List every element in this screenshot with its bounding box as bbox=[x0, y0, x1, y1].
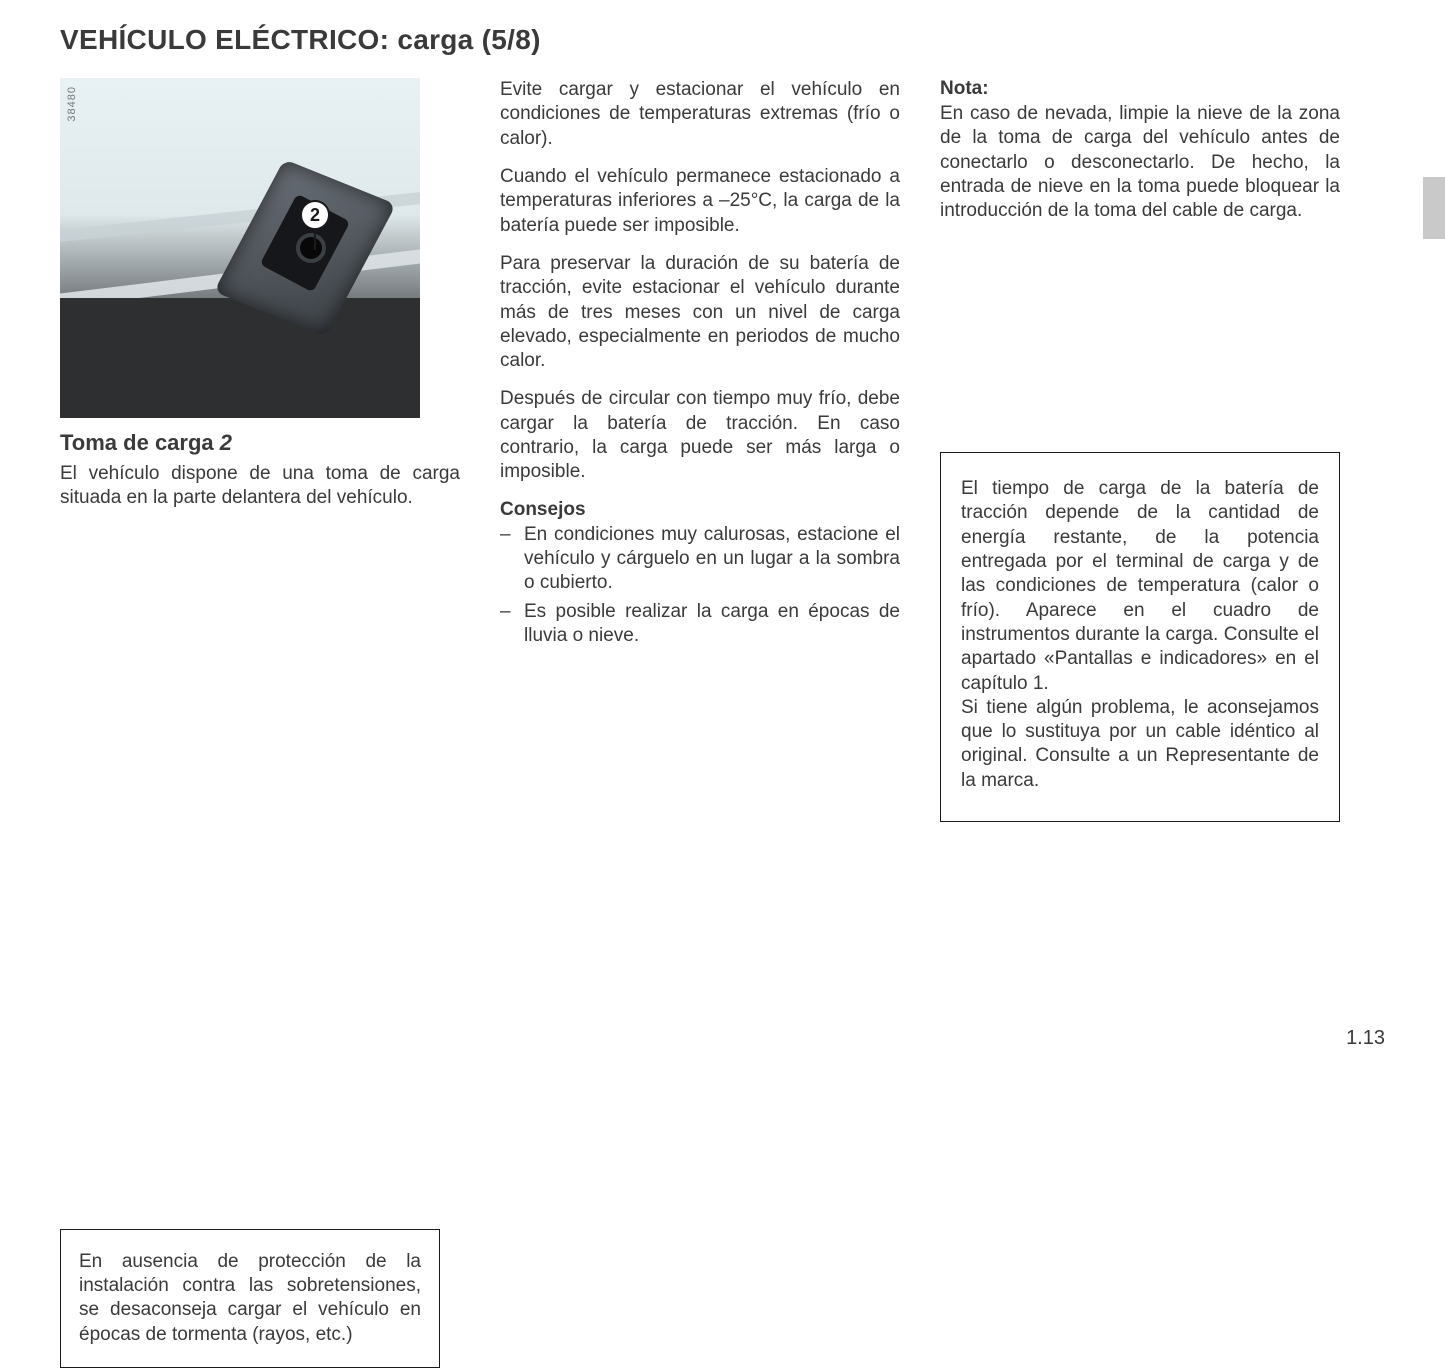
tips-list: En condiciones muy calurosas, estacione … bbox=[500, 523, 900, 649]
col2-p2: Cuando el vehículo permanece estacionado… bbox=[500, 165, 900, 238]
info-box-charging-time: El tiempo de carga de la batería de trac… bbox=[940, 452, 1340, 822]
col2-p4: Después de circular con tiempo muy frío,… bbox=[500, 387, 900, 484]
warning-box-text: En ausencia de protección de la instalac… bbox=[79, 1251, 421, 1345]
info-box-p1: El tiempo de carga de la batería de trac… bbox=[961, 478, 1319, 694]
info-box-p2: Si tiene algún problema, le aconsejamos … bbox=[961, 697, 1319, 791]
col2-p3: Para preservar la duración de su batería… bbox=[500, 252, 900, 374]
heading-text: Toma de carga bbox=[60, 430, 220, 455]
page-number: 1.13 bbox=[1346, 1027, 1385, 1050]
tip-item: En condiciones muy calurosas, estacione … bbox=[500, 523, 900, 596]
note-heading: Nota: bbox=[940, 78, 1340, 100]
intro-paragraph: El vehículo dispone de una toma de carga… bbox=[60, 462, 460, 511]
content-columns: 38480 2 Toma de carga 2 El vehículo disp… bbox=[60, 78, 1385, 918]
column-left: 38480 2 Toma de carga 2 El vehículo disp… bbox=[60, 78, 460, 918]
section-heading-toma: Toma de carga 2 bbox=[60, 430, 460, 456]
tips-heading: Consejos bbox=[500, 499, 900, 521]
document-page: VEHÍCULO ELÉCTRICO: carga (5/8) 38480 2 … bbox=[0, 0, 1445, 918]
column-middle: Evite cargar y estacionar el vehículo en… bbox=[500, 78, 900, 918]
figure-image-id: 38480 bbox=[66, 86, 78, 122]
warning-box-storm: En ausencia de protección de la instalac… bbox=[60, 1229, 440, 1368]
page-title: VEHÍCULO ELÉCTRICO: carga (5/8) bbox=[60, 24, 1385, 56]
note-body: En caso de nevada, limpie la nieve de la… bbox=[940, 102, 1340, 224]
tip-item: Es posible realizar la carga en épocas d… bbox=[500, 600, 900, 649]
section-tab-marker bbox=[1423, 177, 1445, 239]
heading-ref-number: 2 bbox=[220, 430, 232, 455]
charging-port-figure: 38480 2 bbox=[60, 78, 420, 418]
column-right: Nota: En caso de nevada, limpie la nieve… bbox=[940, 78, 1340, 918]
col2-p1: Evite cargar y estacionar el vehículo en… bbox=[500, 78, 900, 151]
figure-callout-2: 2 bbox=[300, 200, 330, 230]
